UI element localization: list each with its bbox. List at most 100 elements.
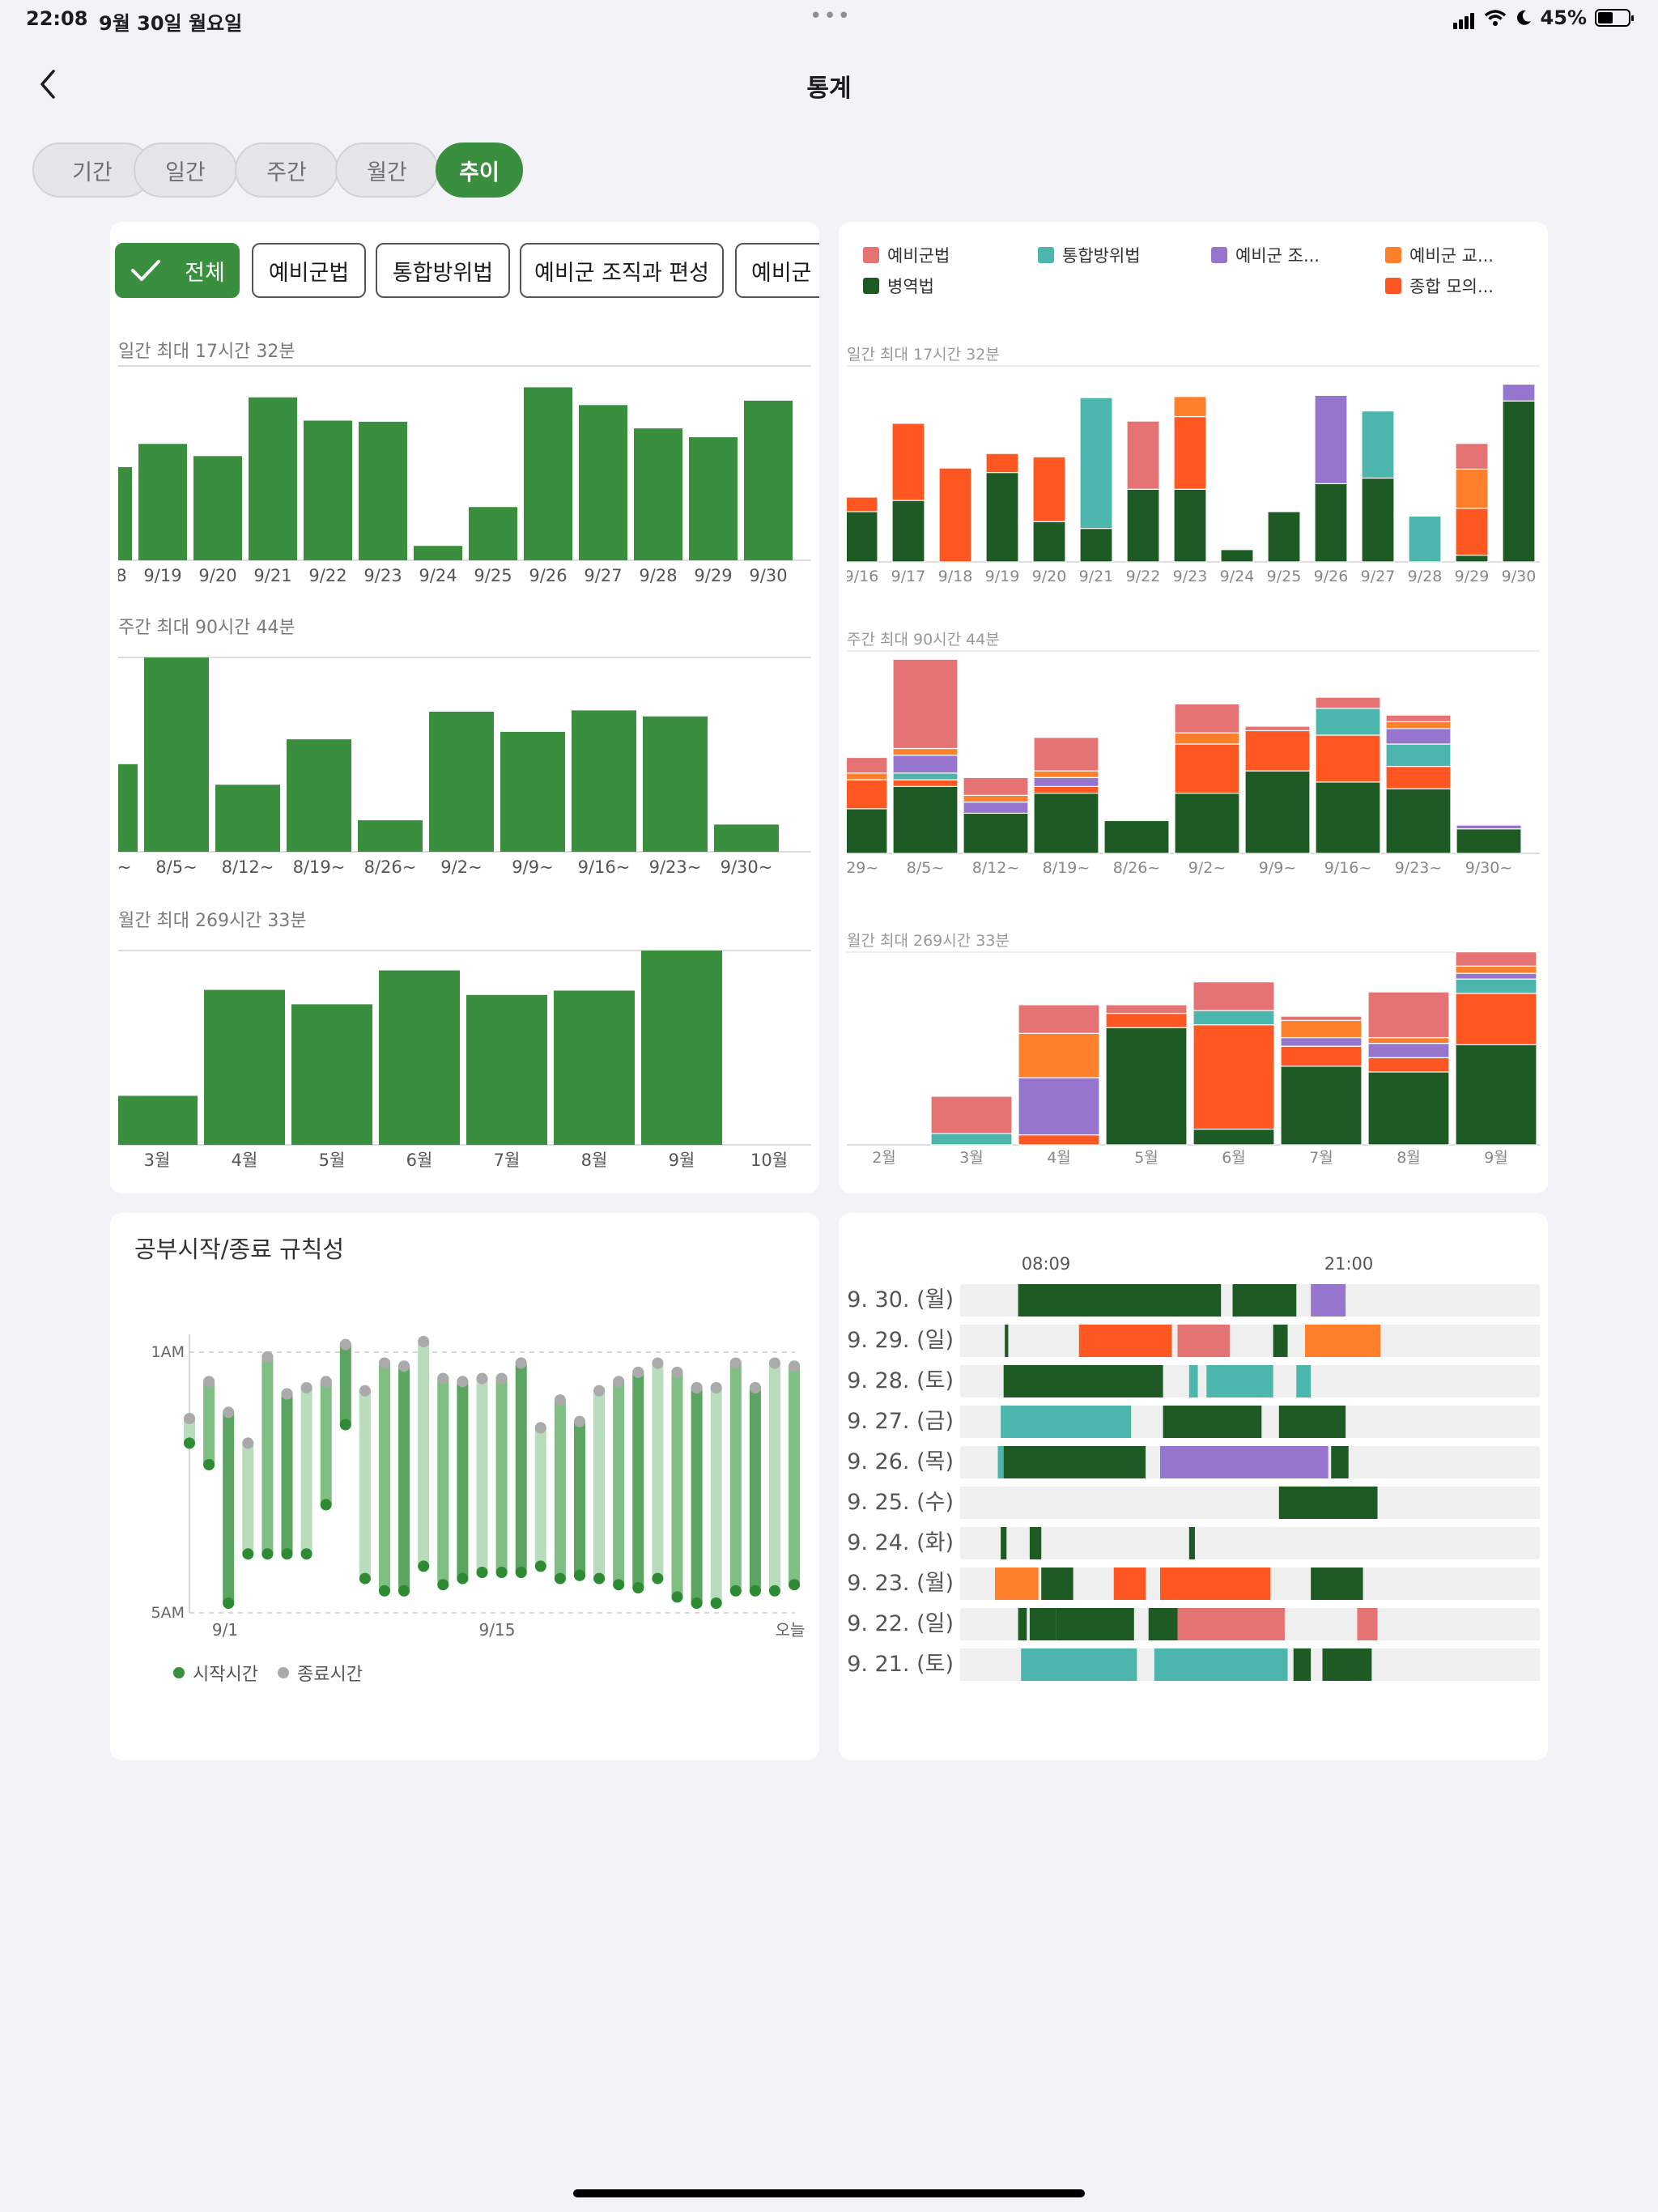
- stack-weekly-bar-segment: [1174, 743, 1240, 794]
- stack-weekly-bar-segment: [847, 808, 888, 854]
- range-end-dot: [476, 1372, 488, 1385]
- stack-daily-bar-segment: [891, 423, 925, 501]
- weekly-bar: [287, 739, 351, 852]
- daily-tick-label: 9/23: [363, 566, 402, 585]
- stack-weekly-max-label: 주간 최대 90시간 44분: [847, 631, 1000, 649]
- status-time: 22:08: [26, 7, 88, 30]
- stack-weekly-bar-segment: [1385, 728, 1452, 745]
- weekly-bar: [358, 820, 423, 852]
- multitasking-dots-icon[interactable]: •••: [810, 4, 852, 28]
- daily-max-label: 일간 최대 17시간 32분: [118, 342, 295, 362]
- stack-monthly-bar-segment: [1280, 1015, 1363, 1021]
- range-end-dot: [184, 1413, 195, 1424]
- stack-daily-bar-segment: [1361, 477, 1395, 563]
- stack-daily-bar-segment: [1502, 400, 1536, 563]
- chip-reserve-law[interactable]: 예비군법: [252, 243, 366, 298]
- daily-bar: [579, 405, 627, 560]
- chip-reserve-more[interactable]: 예비군: [735, 243, 819, 298]
- monthly-bar: [118, 1095, 198, 1145]
- monthly-max-label: 월간 최대 269시간 33분: [118, 911, 307, 931]
- back-button[interactable]: [32, 66, 65, 102]
- timeline-row-label: 9. 27. (금): [847, 1409, 954, 1434]
- stack-weekly-bar-segment: [1385, 788, 1452, 854]
- timeline-segment: [1206, 1365, 1273, 1397]
- stack-monthly-bar-segment: [1455, 1044, 1537, 1146]
- segment-trend[interactable]: 추이: [436, 143, 523, 198]
- segment-daily[interactable]: 일간: [134, 143, 237, 198]
- end-legend-label: 종료시간: [296, 1665, 363, 1685]
- stack-weekly-bar-segment: [1174, 793, 1240, 854]
- timeline-segment: [1188, 1365, 1198, 1397]
- monthly-bar: [204, 989, 285, 1145]
- legend-item: 예비군법: [863, 243, 950, 267]
- range-start-dot: [710, 1597, 722, 1609]
- range-end-dot: [749, 1382, 761, 1393]
- stack-daily-tick-label: 9/19: [985, 568, 1020, 585]
- chip-all[interactable]: 전체: [115, 243, 240, 298]
- stack-weekly-bar-segment: [1315, 696, 1381, 709]
- stack-weekly-bar-segment: [1315, 708, 1381, 736]
- range-end-dot: [574, 1415, 585, 1427]
- range-start-dot: [515, 1567, 527, 1578]
- segment-monthly[interactable]: 월간: [335, 143, 439, 198]
- stack-monthly-bar-segment: [1367, 991, 1450, 1039]
- range-end-dot: [418, 1336, 430, 1347]
- stack-monthly-bar-segment: [1455, 951, 1537, 967]
- stack-weekly-bar-segment: [892, 779, 959, 787]
- stack-daily-bar-segment: [1267, 511, 1301, 563]
- regularity-legend: 시작시간 종료시간: [173, 1660, 363, 1686]
- stack-daily-tick-label: 9/22: [1126, 568, 1161, 585]
- stack-weekly-bar-segment: [963, 812, 1029, 854]
- stack-monthly-bar-segment: [1018, 1032, 1100, 1078]
- monthly-tick-label: 7월: [494, 1151, 521, 1170]
- stack-weekly-bar-segment: [1385, 765, 1452, 789]
- daily-bar: [524, 387, 572, 560]
- stack-monthly-bar-segment: [1367, 1057, 1450, 1073]
- chip-reserve-organization[interactable]: 예비군 조직과 편성: [520, 243, 724, 298]
- stack-daily-tick-label: 9/20: [1032, 568, 1067, 585]
- range-end-dot: [729, 1357, 742, 1369]
- range-end-dot: [261, 1351, 274, 1363]
- timeline-segment: [1001, 1527, 1007, 1559]
- legend-item: 예비군 교...: [1385, 243, 1494, 267]
- weekly-tick-label: 9/9~: [512, 857, 553, 877]
- stack-weekly-bar-segment: [1244, 770, 1311, 854]
- moon-icon: [1516, 10, 1531, 25]
- stack-weekly-bar-segment: [963, 794, 1029, 803]
- legend-label: 종합 모의...: [1409, 277, 1494, 296]
- daily-bar: [744, 400, 793, 560]
- timeline-row-label: 9. 23. (월): [847, 1571, 954, 1596]
- monthly-tick-label: 8월: [581, 1151, 608, 1170]
- timeline-row-track: [960, 1487, 1540, 1519]
- stack-monthly-max-label: 월간 최대 269시간 33분: [847, 932, 1010, 950]
- stack-daily-tick-label: 9/24: [1220, 568, 1255, 585]
- segment-period[interactable]: 기간: [32, 143, 152, 198]
- timeline-segment: [1160, 1568, 1271, 1600]
- timeline-segment: [1003, 1365, 1163, 1397]
- timeline-segment: [1322, 1648, 1372, 1681]
- timeline-row-label: 9. 25. (수): [847, 1490, 954, 1515]
- battery-icon: [1595, 9, 1634, 27]
- legend-swatch: [863, 278, 879, 294]
- stack-monthly-bar-segment: [1192, 981, 1275, 1011]
- stack-daily-bar-segment: [1220, 549, 1254, 563]
- chip-integrated-defense-law[interactable]: 통합방위법: [376, 243, 510, 298]
- stack-weekly-bar-segment: [1385, 714, 1452, 723]
- legend-item: 예비군 조...: [1211, 243, 1320, 267]
- weekly-bar: [429, 712, 494, 852]
- range-start-dot: [632, 1582, 644, 1593]
- range-end-dot: [359, 1385, 371, 1397]
- range-end-dot: [515, 1357, 527, 1369]
- stack-daily-bar-segment: [1079, 397, 1113, 530]
- stack-weekly-bar-segment: [892, 772, 959, 781]
- range-end-dot: [554, 1394, 566, 1406]
- stack-monthly-bar-segment: [1367, 1071, 1450, 1146]
- segment-weekly[interactable]: 주간: [235, 143, 338, 198]
- stack-daily-bar-segment: [1314, 394, 1348, 484]
- stack-daily-bar-segment: [1455, 555, 1489, 563]
- stack-monthly-bar-segment: [1455, 972, 1537, 980]
- stack-monthly-bar-segment: [1280, 1036, 1363, 1047]
- stack-weekly-bar-segment: [1103, 819, 1170, 854]
- range-end-dot: [769, 1357, 780, 1369]
- stack-monthly-bar-segment: [1018, 1004, 1100, 1034]
